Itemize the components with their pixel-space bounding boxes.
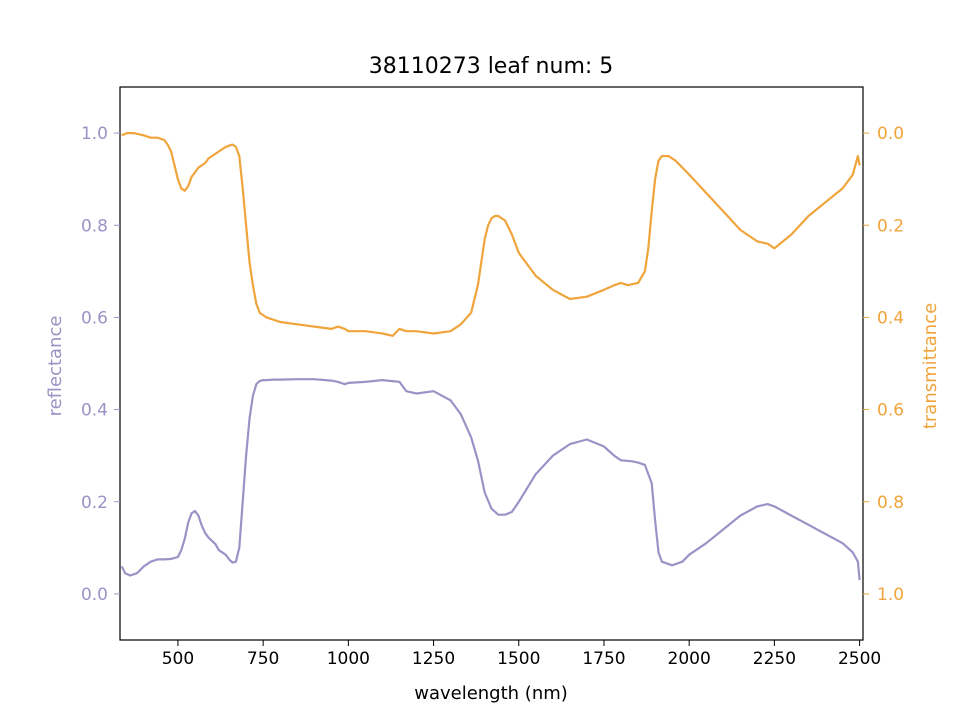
x-tick-label: 1000 bbox=[327, 649, 370, 669]
y-left-tick-label: 0.8 bbox=[81, 216, 108, 236]
x-tick-label: 1500 bbox=[497, 649, 540, 669]
x-tick-label: 1250 bbox=[412, 649, 455, 669]
x-axis-label: wavelength (nm) bbox=[414, 683, 568, 704]
x-tick-label: 2000 bbox=[668, 649, 711, 669]
x-tick-label: 2500 bbox=[838, 649, 881, 669]
y-axis-right: 0.0 0.2 0.4 0.6 0.8 1.0 bbox=[863, 124, 904, 605]
y-left-tick-label: 0.0 bbox=[81, 585, 108, 605]
y-right-tick-label: 0.4 bbox=[877, 308, 904, 328]
y-axis-left-label: reflectance bbox=[45, 316, 66, 417]
y-right-tick-label: 0.8 bbox=[877, 493, 904, 513]
x-tick-label: 750 bbox=[247, 649, 279, 669]
x-tick-label: 500 bbox=[162, 649, 194, 669]
transmittance-line bbox=[121, 132, 861, 337]
y-left-tick-label: 1.0 bbox=[81, 124, 108, 144]
y-left-tick-label: 0.6 bbox=[81, 308, 108, 328]
y-left-tick-label: 0.2 bbox=[81, 493, 108, 513]
y-right-tick-label: 0.0 bbox=[877, 124, 904, 144]
y-right-tick-label: 0.2 bbox=[877, 216, 904, 236]
x-tick-label: 1750 bbox=[582, 649, 625, 669]
x-axis: 500 750 1000 1250 1500 1750 2000 2250 2500 bbox=[162, 640, 881, 669]
y-axis-left: 0.0 0.2 0.4 0.6 0.8 1.0 bbox=[81, 124, 120, 605]
reflectance-line bbox=[120, 378, 861, 581]
y-right-tick-label: 0.6 bbox=[877, 401, 904, 421]
series-layer bbox=[120, 132, 861, 581]
y-axis-right-label: transmittance bbox=[920, 303, 941, 429]
chart-title: 38110273 leaf num: 5 bbox=[369, 54, 614, 79]
plot-frame bbox=[119, 86, 864, 641]
x-tick-label: 2250 bbox=[753, 649, 796, 669]
y-left-tick-label: 0.4 bbox=[81, 401, 108, 421]
y-right-tick-label: 1.0 bbox=[877, 585, 904, 605]
